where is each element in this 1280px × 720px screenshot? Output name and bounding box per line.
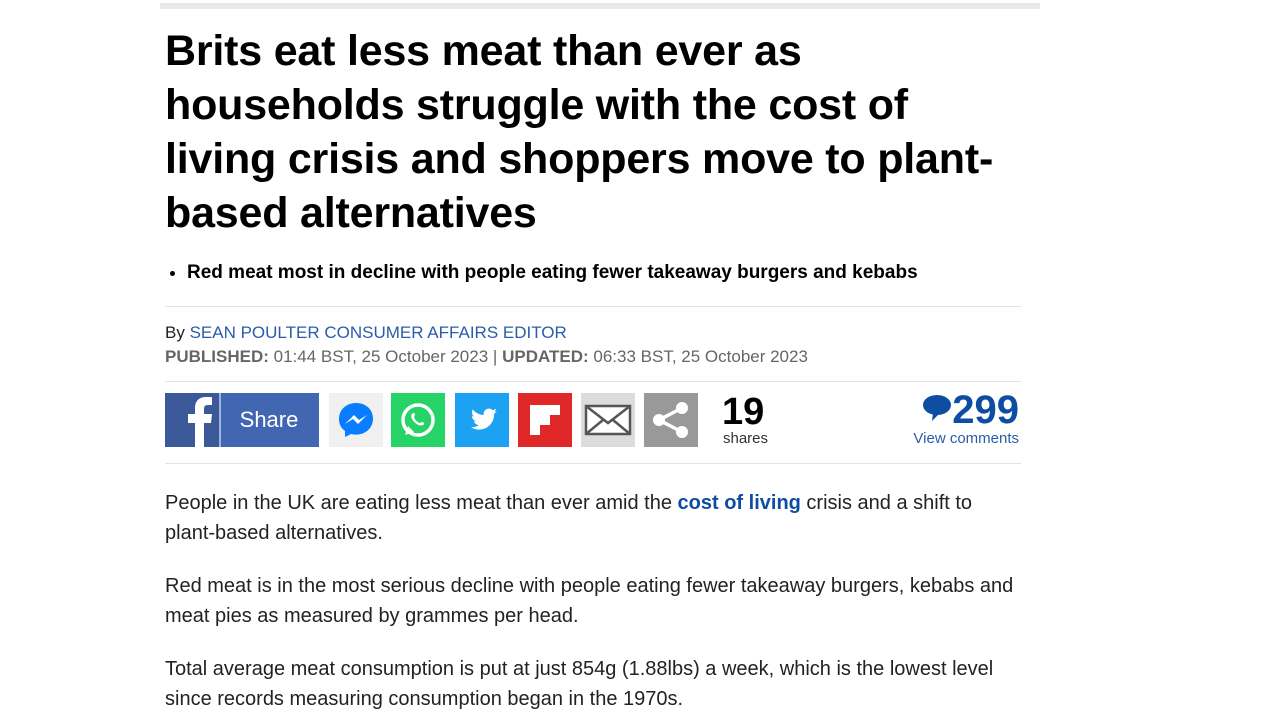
paragraph: People in the UK are eating less meat th…	[165, 488, 1021, 548]
headline: Brits eat less meat than ever as househo…	[165, 27, 994, 237]
share-bar: Share 19 shares 299 View comments	[165, 382, 1021, 463]
bullet: Red meat most in decline with people eat…	[187, 260, 1021, 286]
byline: By SEAN POULTER CONSUMER AFFAIRS EDITOR	[165, 321, 1021, 345]
author-link[interactable]: SEAN POULTER CONSUMER AFFAIRS EDITOR	[189, 323, 567, 342]
article: Brits eat less meat than ever as househo…	[165, 24, 1021, 714]
twitter-share[interactable]	[455, 393, 509, 447]
whatsapp-share[interactable]	[391, 393, 445, 447]
flipboard-share[interactable]	[518, 393, 572, 447]
dates: PUBLISHED: 01:44 BST, 25 October 2023 | …	[165, 345, 1021, 369]
published-date: 01:44 BST, 25 October 2023	[273, 347, 489, 366]
facebook-share[interactable]: Share	[165, 393, 319, 447]
more-share[interactable]	[644, 393, 698, 447]
share-count-label: shares	[723, 430, 769, 447]
published-label: PUBLISHED:	[165, 347, 269, 366]
byline-prefix: By	[165, 323, 185, 342]
divider	[165, 306, 1021, 307]
bullets: Red meat most in decline with people eat…	[165, 260, 1021, 286]
text: crisis and a shift to plant-based altern…	[165, 492, 973, 544]
email-share[interactable]	[581, 393, 635, 447]
messenger-share[interactable]	[329, 393, 383, 447]
view-comments[interactable]: View comments	[913, 430, 1019, 447]
paragraph: Total average meat consumption is put at…	[165, 658, 994, 710]
comments[interactable]: 299 View comments	[913, 390, 1019, 447]
comment-icon	[923, 395, 952, 421]
share-label: Share	[240, 407, 299, 432]
share-count: 19	[722, 391, 765, 433]
divider	[165, 463, 1021, 464]
separator: |	[492, 347, 498, 366]
topic-link[interactable]: cost of living	[677, 492, 801, 514]
updated-date: 06:33 BST, 25 October 2023	[593, 347, 808, 366]
comment-count: 299	[952, 388, 1019, 432]
updated-label: UPDATED:	[502, 347, 589, 366]
divider	[165, 381, 1021, 382]
paragraph: Red meat is in the most serious decline …	[165, 575, 1014, 627]
text: People in the UK are eating less meat th…	[165, 492, 678, 514]
top-bar	[160, 3, 1040, 9]
